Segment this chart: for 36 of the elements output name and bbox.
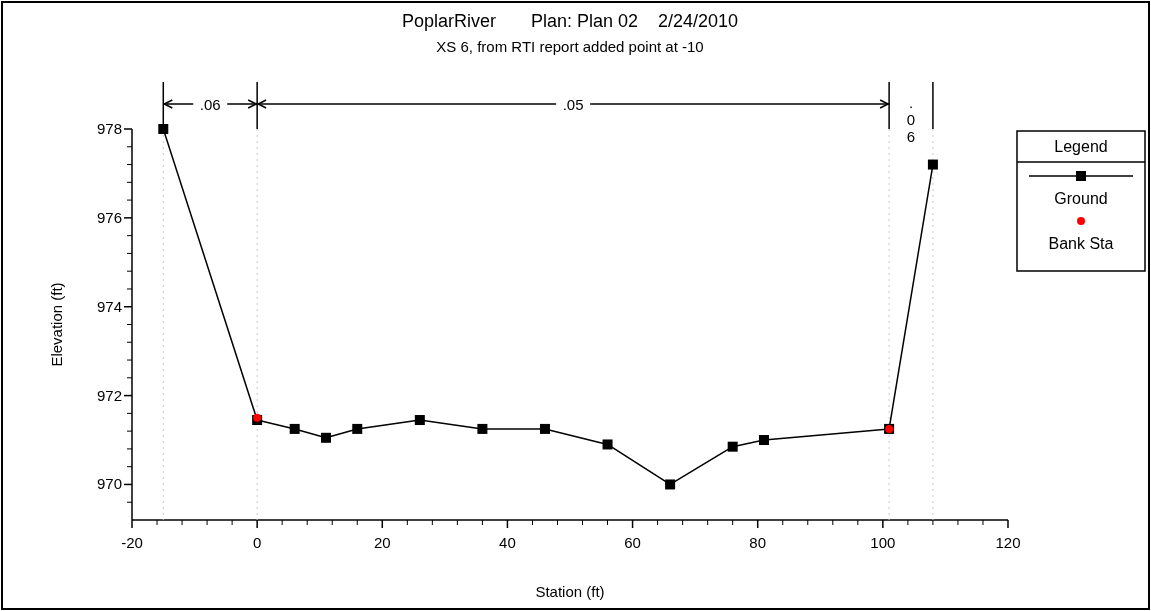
point [602, 439, 613, 450]
chart-subtitle: XS 6, from RTI report added point at -10 [436, 38, 704, 55]
y-tick-label: 972 [96, 386, 122, 404]
y-tick-label: 974 [96, 297, 122, 315]
y-axis-title: Elevation (ft) [48, 282, 65, 367]
legend-label: Bank Sta [1048, 235, 1114, 252]
x-tick-label: 40 [499, 534, 516, 551]
point [289, 423, 300, 434]
point [927, 159, 938, 170]
point [758, 435, 769, 446]
y-tick-label: 970 [96, 475, 122, 493]
x-tick-label: 0 [252, 534, 262, 551]
point [414, 415, 425, 426]
x-tick-label: 20 [373, 534, 391, 551]
text: .06 [199, 96, 221, 113]
point [477, 423, 488, 434]
x-tick-label: 100 [870, 534, 896, 551]
point [727, 441, 738, 452]
text: .05 [562, 96, 584, 113]
x-axis-title: Station (ft) [535, 583, 605, 600]
point [320, 432, 331, 443]
x-tick-label: 120 [995, 534, 1021, 551]
point [539, 423, 550, 434]
y-tick-label: 976 [96, 208, 122, 226]
x-tick-label: -20 [121, 534, 143, 551]
y-tick-label: 978 [96, 120, 122, 137]
annotation: .06 [906, 94, 916, 145]
point [665, 479, 676, 490]
legend-label: Ground [1054, 190, 1108, 207]
point [158, 124, 169, 134]
point [253, 413, 262, 422]
legend-title: Legend [1054, 138, 1108, 155]
x-tick-label: 80 [749, 534, 767, 551]
point [352, 423, 363, 434]
chart-title: PoplarRiver Plan: Plan 02 2/24/2010 [401, 11, 739, 31]
x-tick-label: 60 [624, 534, 641, 551]
